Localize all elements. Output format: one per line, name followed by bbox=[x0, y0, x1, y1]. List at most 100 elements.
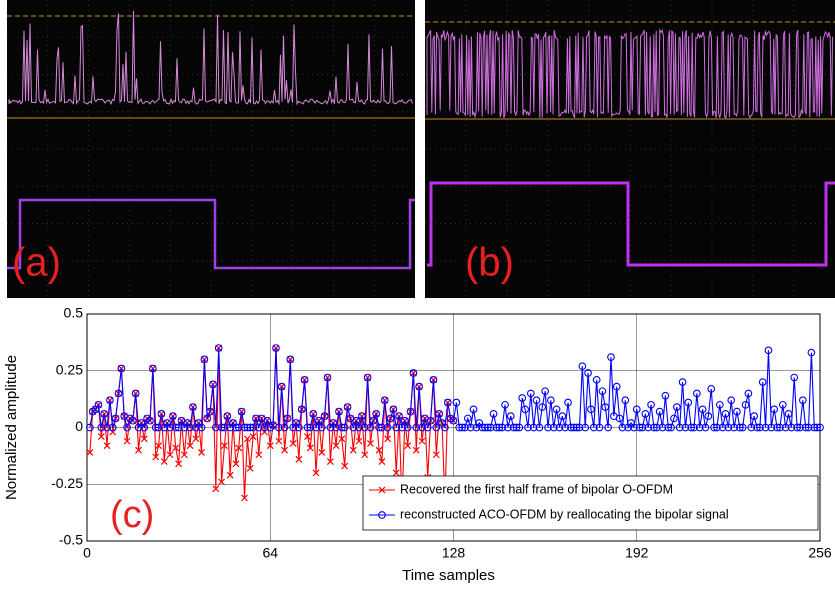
point-marker bbox=[713, 423, 721, 432]
point-marker bbox=[738, 423, 747, 432]
point-marker bbox=[638, 423, 647, 432]
point-marker bbox=[232, 460, 240, 468]
point-marker bbox=[94, 400, 103, 409]
point-marker bbox=[309, 410, 318, 418]
point-marker bbox=[615, 414, 624, 423]
point-marker bbox=[578, 362, 587, 371]
point-marker bbox=[135, 446, 142, 454]
point-marker bbox=[349, 446, 357, 454]
point-marker bbox=[787, 423, 796, 432]
point-marker bbox=[369, 416, 378, 425]
point-marker bbox=[249, 433, 257, 441]
point-marker bbox=[418, 423, 426, 432]
point-marker bbox=[644, 423, 653, 432]
point-marker bbox=[375, 423, 383, 432]
point-marker bbox=[403, 423, 412, 432]
point-marker bbox=[343, 403, 352, 411]
point-marker bbox=[618, 423, 627, 432]
point-marker bbox=[452, 398, 461, 407]
point-marker bbox=[753, 423, 761, 432]
x-tick-label: 192 bbox=[625, 545, 649, 561]
point-marker bbox=[526, 389, 535, 398]
point-marker bbox=[106, 396, 114, 405]
point-marker bbox=[721, 410, 730, 418]
point-marker bbox=[693, 389, 701, 398]
point-marker bbox=[108, 423, 117, 432]
point-marker bbox=[128, 416, 137, 425]
point-marker bbox=[733, 407, 741, 416]
point-marker bbox=[801, 423, 810, 432]
point-marker bbox=[544, 423, 552, 432]
point-marker bbox=[295, 423, 303, 432]
scope-trace bbox=[427, 181, 835, 267]
point-marker bbox=[652, 423, 661, 432]
point-marker bbox=[798, 396, 807, 405]
point-marker bbox=[512, 423, 521, 432]
point-marker bbox=[506, 412, 515, 421]
point-marker bbox=[255, 451, 263, 459]
point-marker bbox=[260, 423, 269, 432]
point-marker bbox=[595, 423, 604, 432]
point-marker bbox=[655, 407, 664, 416]
point-marker bbox=[175, 460, 183, 468]
point-marker bbox=[744, 389, 753, 398]
point-marker bbox=[140, 435, 148, 443]
point-marker bbox=[675, 423, 684, 432]
point-marker bbox=[443, 398, 452, 407]
point-marker bbox=[326, 458, 334, 465]
point-marker bbox=[400, 416, 409, 425]
point-marker bbox=[318, 449, 326, 456]
point-marker bbox=[429, 375, 438, 384]
point-marker bbox=[172, 444, 180, 452]
point-marker bbox=[449, 416, 458, 425]
point-marker bbox=[335, 407, 343, 416]
point-marker bbox=[103, 442, 111, 450]
point-marker bbox=[641, 410, 650, 418]
point-marker bbox=[398, 423, 406, 432]
point-marker bbox=[529, 423, 538, 432]
annotation: (c) bbox=[110, 494, 154, 536]
point-marker bbox=[698, 405, 707, 414]
point-marker bbox=[589, 423, 598, 432]
point-marker bbox=[386, 414, 395, 423]
point-marker bbox=[197, 423, 206, 432]
point-marker bbox=[169, 412, 177, 421]
point-marker bbox=[186, 423, 194, 432]
point-marker bbox=[796, 423, 804, 432]
point-marker bbox=[581, 423, 590, 432]
point-marker bbox=[149, 364, 157, 373]
point-marker bbox=[157, 410, 166, 418]
point-marker bbox=[235, 444, 243, 452]
point-marker bbox=[784, 410, 793, 418]
point-marker bbox=[687, 423, 696, 432]
point-marker bbox=[355, 423, 363, 432]
point-marker bbox=[323, 373, 332, 382]
point-marker bbox=[283, 414, 292, 423]
point-marker bbox=[793, 423, 801, 432]
point-marker bbox=[730, 423, 738, 432]
point-marker bbox=[320, 412, 329, 421]
point-marker bbox=[340, 423, 349, 432]
point-marker bbox=[146, 416, 154, 425]
y-tick-label: 0 bbox=[75, 418, 83, 434]
point-marker bbox=[767, 423, 776, 432]
point-marker bbox=[304, 433, 311, 441]
point-marker bbox=[317, 423, 326, 432]
point-marker bbox=[186, 442, 194, 450]
point-marker bbox=[718, 423, 727, 432]
point-marker bbox=[478, 423, 486, 432]
point-marker bbox=[189, 403, 197, 411]
x-axis-label: Time samples bbox=[402, 567, 495, 584]
point-marker bbox=[498, 423, 507, 432]
point-marker bbox=[575, 423, 584, 432]
point-marker bbox=[587, 405, 595, 414]
point-marker bbox=[383, 423, 392, 432]
point-marker bbox=[776, 423, 784, 432]
point-marker bbox=[86, 423, 94, 432]
panel-label: (b) bbox=[465, 241, 514, 285]
point-marker bbox=[240, 423, 249, 432]
point-marker bbox=[123, 437, 131, 445]
point-marker bbox=[180, 451, 188, 459]
point-marker bbox=[635, 423, 644, 432]
point-marker bbox=[501, 400, 509, 409]
